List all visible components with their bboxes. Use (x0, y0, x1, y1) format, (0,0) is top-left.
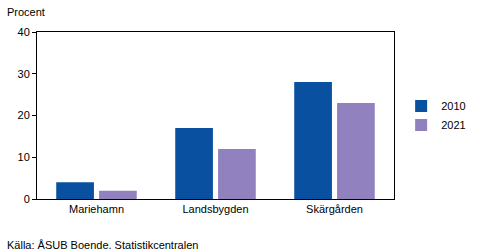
svg-text:Procent: Procent (7, 6, 45, 18)
svg-text:10: 10 (18, 151, 30, 163)
svg-text:40: 40 (18, 26, 30, 38)
svg-text:Källa: ÅSUB Boende, Statistikc: Källa: ÅSUB Boende, Statistikcentralen (7, 239, 198, 249)
svg-text:20: 20 (18, 109, 30, 121)
svg-text:2010: 2010 (441, 100, 465, 112)
svg-text:Landsbygden: Landsbygden (182, 203, 248, 215)
svg-text:Skärgården: Skärgården (306, 203, 363, 215)
svg-text:0: 0 (24, 193, 30, 205)
svg-text:2021: 2021 (441, 119, 465, 131)
svg-text:Mariehamn: Mariehamn (69, 203, 124, 215)
svg-text:30: 30 (18, 68, 30, 80)
